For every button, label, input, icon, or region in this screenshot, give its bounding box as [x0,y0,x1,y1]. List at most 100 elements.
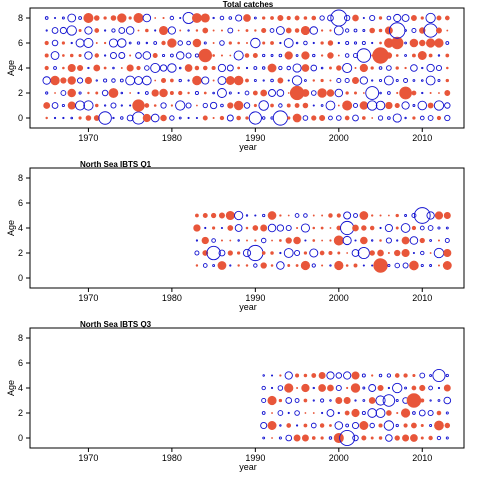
bubble-negative [419,115,425,121]
bubble-positive [370,66,374,70]
bubble-positive [327,52,334,59]
bubble-positive [153,104,157,107]
bubble-positive [236,115,241,121]
bubble-negative [276,224,285,232]
y-tick-label: 8 [18,13,23,23]
bubble-negative [335,384,342,392]
bubble-positive [94,15,100,21]
bubble-negative [220,103,224,108]
bubble-positive [179,29,182,32]
bubble-negative [75,38,85,48]
bubble-negative [279,41,282,45]
bubble-positive [260,224,268,232]
bubble-negative [417,100,428,111]
bubble-positive [279,214,282,217]
bubble-negative [209,101,218,110]
bubble-positive [337,104,340,107]
bubble-positive [400,408,411,418]
bubble-positive [159,88,168,98]
bubble-negative [411,28,417,33]
bubble-positive [394,249,401,257]
bubble-negative [320,104,324,107]
bubble-negative [248,111,262,125]
bubble-negative [429,239,432,242]
bubble-positive [378,16,383,20]
bubble-negative [425,12,436,24]
bubble-negative [212,16,215,20]
bubble-negative [344,28,350,33]
bubble-negative [395,423,399,428]
bubble-negative [295,424,299,427]
bubble-negative [245,66,249,70]
bubble-negative [260,237,267,244]
bubble-negative [211,238,216,243]
bubble-positive [95,42,98,44]
bubble-negative [392,113,402,123]
bubble-positive [77,64,84,72]
bubble-negative [300,223,310,233]
bubble-positive [195,264,199,267]
bubble-negative [361,373,366,378]
bubble-negative [329,264,332,267]
bubble-negative [268,89,276,97]
bubble-positive [318,372,326,379]
bubble-negative [312,104,315,107]
bubble-positive [220,239,223,242]
bubble-positive [334,260,344,271]
bubble-positive [337,251,341,255]
bubble-positive [303,16,308,20]
bubble-positive [292,113,302,123]
bubble-negative [368,384,377,392]
bubble-positive [333,432,344,444]
bubble-positive [62,66,65,70]
bubble-negative [393,13,402,23]
bubble-negative [185,102,192,109]
bubble-positive [162,16,165,20]
bubble-negative [103,104,107,107]
bubble-negative [404,41,407,45]
x-tick-label: 2000 [329,453,349,463]
bubble-negative [284,371,293,380]
bubble-positive [260,262,267,269]
bubble-positive [412,373,416,378]
bubble-positive [128,16,132,20]
bubble-negative [433,100,445,111]
bubble-negative [369,14,376,22]
bubble-positive [246,42,248,44]
bubble-positive [277,77,284,84]
bubble-negative [167,63,177,73]
bubble-positive [394,435,400,441]
bubble-negative [285,397,293,404]
bubble-negative [118,27,126,34]
bubble-positive [352,77,359,84]
bubble-negative [375,408,386,418]
bubble-negative [362,16,365,20]
bubble-negative [283,38,294,48]
bubble-positive [419,237,425,244]
bubble-negative [333,25,344,36]
bubble-positive [267,421,277,430]
bubble-negative [109,52,117,59]
y-tick-label: 6 [18,358,23,368]
bubble-negative [237,91,240,95]
bubble-positive [319,423,325,428]
bubble-positive [233,75,244,86]
bubble-positive [336,65,342,71]
bubble-positive [294,103,300,108]
bubble-positive [237,251,241,255]
bubble-positive [284,51,293,60]
y-tick-label: 0 [18,433,23,443]
bubble-positive [279,374,282,377]
bubble-negative [132,111,145,125]
bubble-negative [201,76,210,85]
bubble-negative [352,434,359,442]
bubble-negative [50,51,60,60]
bubble-negative [117,38,127,48]
bubble-negative [379,78,383,83]
bubble-negative [178,66,182,70]
bubble-negative [104,54,107,57]
bubble-positive [227,225,234,231]
bubble-positive [346,386,349,390]
bubble-negative [361,411,366,416]
bubble-negative [84,51,93,60]
